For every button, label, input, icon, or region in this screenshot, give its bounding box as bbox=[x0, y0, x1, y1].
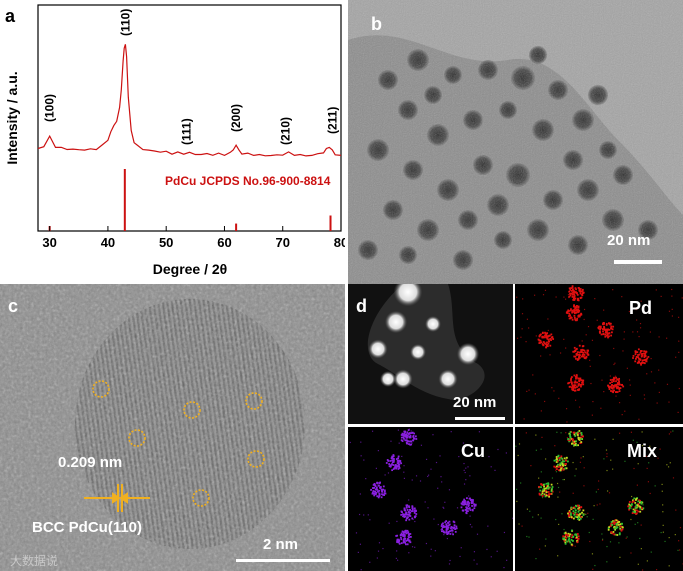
cu-map-label: Cu bbox=[461, 441, 485, 461]
peak-label-1: (110) bbox=[118, 9, 132, 36]
scale-bar-c-label: 2 nm bbox=[263, 536, 299, 553]
peak-label-0: (100) bbox=[43, 94, 57, 122]
cu-map: Cu bbox=[348, 427, 513, 571]
scale-bar-d bbox=[455, 417, 505, 420]
x-axis-label: Degree / 2θ bbox=[153, 261, 228, 277]
mix-map: Mix bbox=[515, 427, 683, 571]
scale-bar-c bbox=[236, 559, 330, 562]
xrd-chart: 30 40 50 60 70 80 (100) (110) (111) (200) (210) (2… bbox=[4, 4, 345, 277]
panel-c-hrtem: c 0.209 nm BCC PdCu(110) 2 nm 大数据说 bbox=[0, 284, 345, 571]
crystal-plane-label: BCC PdCu(110) bbox=[32, 519, 143, 536]
hrtem-image bbox=[0, 284, 345, 571]
mix-map-label: Mix bbox=[627, 441, 658, 461]
x-tick-label-3: 60 bbox=[217, 235, 231, 250]
lattice-site-markers bbox=[92, 380, 265, 507]
x-tick-label-1: 40 bbox=[101, 235, 115, 250]
reference-label: PdCu JCPDS No.96-900-8814 bbox=[165, 174, 331, 188]
x-tick-label-2: 50 bbox=[159, 235, 173, 250]
pd-map: Pd bbox=[515, 284, 683, 424]
panel-label-c: c bbox=[8, 296, 19, 316]
peak-label-5: (211) bbox=[325, 107, 339, 134]
haadf-image: d 20 nm bbox=[348, 284, 513, 424]
x-axis-ticks: 30 40 50 60 70 80 bbox=[42, 226, 345, 250]
panel-b-tem: b 20 nm bbox=[348, 0, 683, 284]
peak-label-4: (210) bbox=[279, 117, 293, 145]
panel-d-eds: d 20 nm Pd Cu Mix bbox=[348, 284, 683, 571]
panel-label-d: d bbox=[356, 296, 367, 316]
pd-map-label: Pd bbox=[629, 298, 653, 318]
scale-bar-b-label: 20 nm bbox=[607, 232, 651, 249]
xrd-plot-frame bbox=[37, 4, 342, 232]
scale-bar-d-label: 20 nm bbox=[453, 394, 497, 411]
x-tick-label-0: 30 bbox=[42, 235, 56, 250]
y-axis-label: Intensity / a.u. bbox=[4, 71, 20, 164]
watermark: 大数据说 bbox=[10, 554, 59, 568]
peak-labels: (100) (110) (111) (200) (210) (211) bbox=[43, 9, 340, 145]
tem-image bbox=[348, 0, 683, 284]
panel-a-xrd: a 30 40 50 60 70 80 (100) (110) (111) (200) (210)… bbox=[0, 0, 345, 284]
lattice-spacing-arrows bbox=[84, 484, 150, 512]
scale-bar-b bbox=[614, 260, 662, 264]
panel-label-a: a bbox=[5, 6, 16, 26]
panel-label-b: b bbox=[371, 14, 382, 34]
xrd-pattern-line bbox=[37, 44, 342, 157]
reference-stick-2 bbox=[235, 223, 238, 231]
lattice-spacing-label: 0.209 nm bbox=[58, 454, 123, 471]
x-tick-label-5: 80 bbox=[334, 235, 345, 250]
reference-stick-3 bbox=[329, 215, 332, 231]
reference-stick-1 bbox=[123, 169, 126, 231]
peak-label-2: (111) bbox=[180, 118, 194, 145]
x-tick-label-4: 70 bbox=[275, 235, 289, 250]
peak-label-3: (200) bbox=[229, 104, 243, 132]
